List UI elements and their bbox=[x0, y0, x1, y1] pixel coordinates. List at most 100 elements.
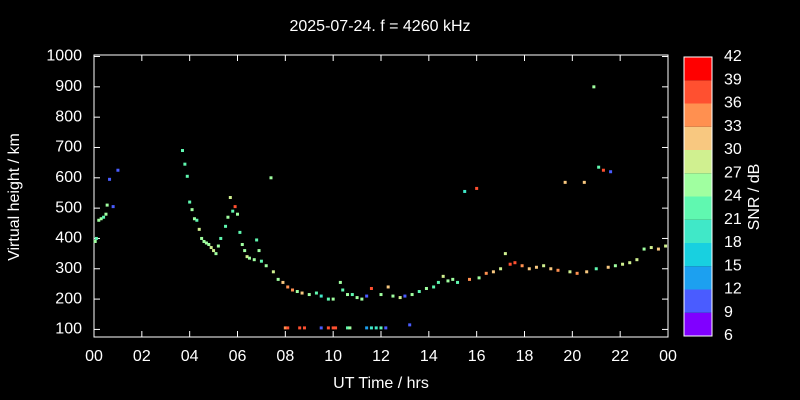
data-point bbox=[326, 297, 330, 301]
colorbar-frame bbox=[683, 56, 713, 337]
data-point bbox=[236, 212, 239, 216]
data-point bbox=[255, 238, 259, 242]
y-tick-label: 900 bbox=[55, 78, 82, 95]
data-point bbox=[298, 326, 302, 330]
data-point bbox=[346, 326, 350, 330]
data-point bbox=[281, 280, 285, 284]
data-point bbox=[99, 217, 103, 221]
data-point bbox=[609, 170, 613, 174]
data-point bbox=[467, 277, 471, 281]
data-point bbox=[379, 293, 383, 297]
data-point bbox=[549, 267, 553, 271]
data-point bbox=[391, 294, 395, 298]
data-point bbox=[209, 246, 213, 250]
data-point bbox=[243, 249, 247, 253]
data-point bbox=[374, 326, 378, 330]
data-point bbox=[104, 212, 108, 216]
data-point bbox=[642, 247, 646, 251]
y-tick-label: 400 bbox=[55, 230, 82, 247]
data-point bbox=[245, 255, 249, 259]
data-point bbox=[216, 244, 220, 248]
data-point bbox=[369, 286, 373, 290]
data-point bbox=[432, 285, 436, 289]
data-point bbox=[491, 270, 495, 274]
data-point bbox=[520, 264, 524, 268]
y-tick-label: 600 bbox=[55, 169, 82, 186]
data-point bbox=[417, 290, 421, 294]
data-point bbox=[503, 252, 507, 256]
data-point bbox=[247, 256, 251, 260]
x-tick-label: 06 bbox=[229, 348, 247, 365]
data-point bbox=[398, 296, 402, 300]
data-point bbox=[621, 262, 625, 266]
y-tick-label: 500 bbox=[55, 199, 82, 216]
data-point bbox=[582, 180, 586, 184]
x-tick-label: 02 bbox=[133, 348, 151, 365]
colorbar-band bbox=[684, 57, 712, 81]
data-point bbox=[441, 274, 445, 278]
data-point bbox=[233, 205, 237, 209]
data-point bbox=[102, 215, 106, 219]
colorbar-tick-label: 18 bbox=[724, 234, 742, 251]
data-point bbox=[264, 264, 268, 268]
x-axis-label: UT Time / hrs bbox=[333, 375, 429, 392]
data-point bbox=[410, 293, 414, 297]
data-point bbox=[295, 290, 299, 294]
data-point bbox=[108, 177, 112, 181]
data-point bbox=[286, 285, 290, 289]
data-point bbox=[456, 280, 460, 284]
colorbar-band bbox=[684, 266, 712, 290]
colorbar-tick-label: 21 bbox=[724, 211, 742, 228]
data-point bbox=[348, 326, 352, 330]
data-point bbox=[214, 252, 218, 256]
x-tick-label: 10 bbox=[324, 348, 342, 365]
data-point bbox=[195, 218, 199, 222]
data-point bbox=[594, 267, 598, 271]
chart-title: 2025-07-24. f = 4260 kHz bbox=[289, 18, 470, 35]
colorbar-tick-label: 24 bbox=[724, 188, 742, 205]
data-point bbox=[408, 323, 412, 327]
data-point bbox=[116, 168, 120, 172]
colorbar-band bbox=[684, 126, 712, 150]
data-point bbox=[463, 189, 467, 193]
data-point bbox=[403, 294, 407, 298]
data-point bbox=[635, 258, 639, 262]
data-point bbox=[271, 270, 275, 274]
colorbar-band bbox=[684, 289, 712, 313]
data-point bbox=[207, 243, 211, 247]
data-point bbox=[613, 264, 617, 268]
x-tick-label: 04 bbox=[181, 348, 199, 365]
colorbar-band bbox=[684, 173, 712, 197]
data-point bbox=[664, 244, 668, 248]
data-point bbox=[575, 271, 579, 275]
y-tick-label: 1000 bbox=[46, 48, 82, 65]
data-point bbox=[185, 174, 189, 178]
data-point bbox=[257, 249, 261, 253]
data-point bbox=[477, 276, 481, 280]
data-point bbox=[446, 279, 450, 283]
data-point bbox=[508, 262, 512, 266]
data-point bbox=[259, 259, 263, 263]
data-point bbox=[475, 186, 479, 190]
data-point bbox=[276, 277, 280, 281]
data-point bbox=[240, 243, 244, 247]
data-point bbox=[451, 277, 455, 281]
y-tick-label: 300 bbox=[55, 260, 82, 277]
colorbar-tick-label: 36 bbox=[724, 95, 742, 112]
data-point bbox=[338, 280, 342, 284]
colorbar-band bbox=[684, 80, 712, 104]
data-point bbox=[291, 288, 295, 292]
data-point bbox=[197, 227, 201, 231]
y-tick-label: 100 bbox=[55, 321, 82, 338]
data-point bbox=[424, 286, 428, 290]
colorbar-tick-label: 39 bbox=[724, 71, 742, 88]
colorbar-tick-label: 30 bbox=[724, 141, 742, 158]
data-point bbox=[326, 326, 330, 330]
data-point bbox=[204, 241, 208, 245]
data-point bbox=[386, 285, 390, 289]
data-point bbox=[606, 265, 610, 269]
x-tick-label: 00 bbox=[659, 348, 677, 365]
x-tick-label: 18 bbox=[516, 348, 534, 365]
